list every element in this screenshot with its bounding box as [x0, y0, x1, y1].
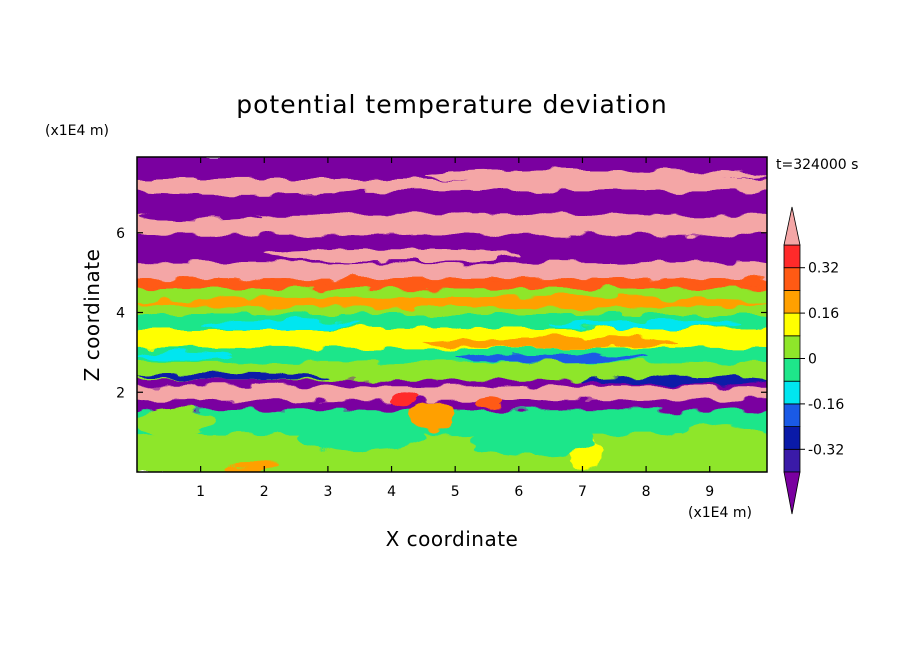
x-tick-label: 3 — [323, 484, 332, 500]
colorbar-segment — [783, 267, 801, 291]
contour-feature-9 — [391, 392, 418, 405]
contour-plot-area — [137, 157, 767, 472]
contour-feature-21 — [137, 186, 360, 195]
contour-band-12 — [137, 380, 767, 391]
contour-band-5 — [137, 262, 767, 283]
colorbar-tick-label: -0.16 — [808, 397, 844, 413]
colorbar-tick-label: 0.32 — [808, 261, 839, 277]
y-unit-label: (x1E4 m) — [45, 123, 109, 139]
chart-title: potential temperature deviation — [236, 90, 667, 119]
contour-feature-12 — [226, 464, 277, 472]
x-tick-label: 7 — [578, 484, 587, 500]
contour-feature-17 — [137, 352, 233, 361]
colorbar-segment — [783, 380, 801, 405]
contour-feature-2 — [200, 320, 360, 329]
colorbar-segment — [783, 289, 801, 314]
contour-feature-15 — [467, 424, 596, 457]
y-tick-label: 4 — [116, 306, 125, 322]
colorbar-segment — [783, 312, 801, 337]
contour-feature-6 — [137, 372, 328, 381]
x-tick-label: 1 — [196, 484, 205, 500]
y-tick-label: 6 — [116, 226, 125, 242]
x-tick-label: 6 — [514, 484, 523, 500]
plot-frame — [136, 156, 768, 473]
y-tick-label: 2 — [116, 385, 125, 401]
x-unit-label: (x1E4 m) — [688, 505, 752, 521]
contour-feature-8 — [410, 400, 456, 433]
contour-feature-4 — [137, 282, 767, 289]
x-tick-label: 2 — [260, 484, 269, 500]
x-axis-label: X coordinate — [386, 527, 519, 551]
contour-feature-10 — [474, 396, 507, 409]
colorbar-segment — [783, 426, 801, 450]
colorbar-tick-label: 0 — [808, 352, 817, 368]
contour-layers — [137, 157, 767, 472]
contour-band-3 — [137, 214, 767, 239]
contour-feature-5 — [264, 248, 519, 261]
x-tick-label: 4 — [387, 484, 396, 500]
contour-feature-3 — [550, 320, 742, 329]
x-axis: 1 2 3 4 5 6 7 8 9 — [196, 157, 714, 500]
colorbar-segment — [783, 335, 801, 359]
contour-feature-14 — [296, 420, 424, 453]
y-axis-label: Z coordinate — [80, 249, 104, 382]
contour-band-10 — [137, 348, 767, 367]
contour-feature-1 — [423, 336, 678, 349]
contour-feature-7 — [582, 376, 767, 385]
colorbar: 0.32 0.16 0 -0.16 -0.32 — [783, 206, 844, 515]
colorbar-segment — [783, 358, 801, 382]
time-label: t=324000 s — [776, 157, 858, 173]
contour-feature-13 — [137, 408, 214, 437]
contour-feature-18 — [455, 354, 647, 363]
colorbar-extend-min — [783, 471, 801, 515]
contour-band-13 — [137, 386, 767, 405]
contour-feature-16 — [677, 424, 767, 461]
contour-feature-19 — [137, 212, 265, 221]
x-tick-label: 9 — [705, 484, 714, 500]
colorbar-tick-label: 0.16 — [808, 306, 839, 322]
colorbar-segment — [783, 448, 801, 473]
contour-feature-0 — [137, 296, 767, 309]
x-tick-label: 8 — [642, 484, 651, 500]
x-tick-label: 5 — [451, 484, 460, 500]
contour-feature-20 — [423, 168, 767, 181]
colorbar-segment — [783, 403, 801, 427]
colorbar-tick-label: -0.32 — [808, 442, 844, 458]
y-axis: 2 4 6 — [116, 226, 767, 401]
colorbar-extend-max — [783, 206, 801, 246]
colorbar-segment — [783, 244, 801, 269]
